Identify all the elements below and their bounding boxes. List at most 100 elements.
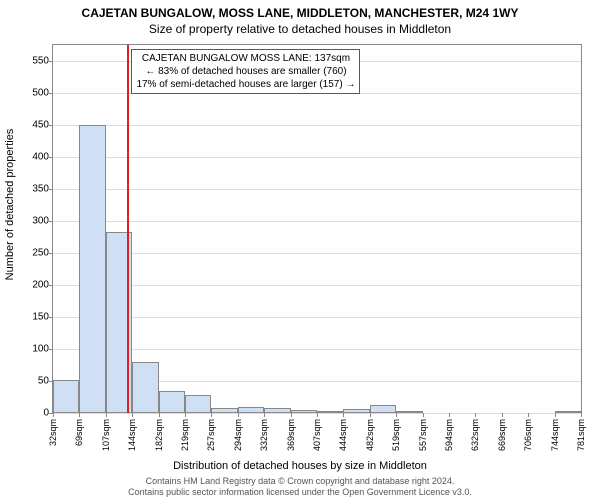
y-tick-label: 350: [32, 184, 49, 195]
histogram-bar: [132, 362, 158, 413]
y-tick-label: 300: [32, 216, 49, 227]
x-tick-mark: [502, 413, 503, 417]
x-tick-label: 594sqm: [444, 419, 454, 451]
y-tick-mark: [49, 61, 53, 62]
x-tick-label: 369sqm: [286, 419, 296, 451]
x-tick-mark: [423, 413, 424, 417]
histogram-bar: [291, 410, 317, 413]
x-tick-label: 519sqm: [391, 419, 401, 451]
x-tick-mark: [449, 413, 450, 417]
chart-subtitle: Size of property relative to detached ho…: [0, 20, 600, 36]
x-tick-label: 257sqm: [206, 419, 216, 451]
histogram-bar: [53, 380, 79, 413]
x-tick-label: 557sqm: [418, 419, 428, 451]
histogram-bar: [396, 411, 422, 413]
plot-area: 05010015020025030035040045050055032sqm69…: [52, 44, 582, 414]
x-tick-mark: [370, 413, 371, 417]
y-tick-mark: [49, 221, 53, 222]
y-tick-label: 0: [43, 408, 49, 419]
y-tick-mark: [49, 189, 53, 190]
footer-line: Contains HM Land Registry data © Crown c…: [0, 476, 600, 487]
x-tick-mark: [106, 413, 107, 417]
y-tick-mark: [49, 253, 53, 254]
y-tick-mark: [49, 317, 53, 318]
x-tick-mark: [264, 413, 265, 417]
x-tick-label: 182sqm: [154, 419, 164, 451]
y-tick-label: 200: [32, 280, 49, 291]
x-tick-mark: [528, 413, 529, 417]
histogram-bar: [238, 407, 264, 413]
annotation-box: CAJETAN BUNGALOW MOSS LANE: 137sqm ← 83%…: [131, 49, 360, 94]
x-tick-label: 332sqm: [259, 419, 269, 451]
x-tick-mark: [581, 413, 582, 417]
histogram-bar: [185, 395, 211, 413]
y-tick-mark: [49, 285, 53, 286]
x-tick-mark: [185, 413, 186, 417]
x-tick-mark: [475, 413, 476, 417]
annotation-line: ← 83% of detached houses are smaller (76…: [136, 65, 355, 78]
annotation-line: CAJETAN BUNGALOW MOSS LANE: 137sqm: [136, 52, 355, 65]
y-tick-mark: [49, 157, 53, 158]
x-tick-label: 407sqm: [312, 419, 322, 451]
x-tick-label: 706sqm: [523, 419, 533, 451]
y-tick-mark: [49, 125, 53, 126]
x-tick-mark: [211, 413, 212, 417]
y-tick-label: 450: [32, 120, 49, 131]
annotation-line: 17% of semi-detached houses are larger (…: [136, 78, 355, 91]
y-tick-mark: [49, 349, 53, 350]
chart-title: CAJETAN BUNGALOW, MOSS LANE, MIDDLETON, …: [0, 0, 600, 20]
y-tick-label: 550: [32, 56, 49, 67]
histogram-bar: [211, 408, 237, 413]
histogram-bar: [264, 408, 290, 413]
x-tick-label: 32sqm: [48, 419, 58, 446]
x-tick-mark: [159, 413, 160, 417]
x-tick-mark: [238, 413, 239, 417]
x-tick-label: 632sqm: [470, 419, 480, 451]
x-tick-label: 144sqm: [127, 419, 137, 451]
gridline: [53, 285, 581, 286]
y-axis-label: Number of detached properties: [4, 129, 16, 281]
gridline: [53, 349, 581, 350]
x-tick-mark: [53, 413, 54, 417]
x-tick-mark: [317, 413, 318, 417]
figure: CAJETAN BUNGALOW, MOSS LANE, MIDDLETON, …: [0, 0, 600, 500]
histogram-bar: [555, 411, 581, 413]
x-tick-label: 107sqm: [101, 419, 111, 451]
gridline: [53, 189, 581, 190]
x-tick-label: 482sqm: [365, 419, 375, 451]
reference-line: [127, 45, 129, 413]
x-tick-mark: [291, 413, 292, 417]
x-tick-label: 744sqm: [550, 419, 560, 451]
x-tick-label: 294sqm: [233, 419, 243, 451]
y-tick-label: 500: [32, 88, 49, 99]
histogram-bar: [159, 391, 185, 413]
histogram-bar: [343, 409, 369, 413]
gridline: [53, 157, 581, 158]
y-tick-label: 50: [38, 376, 49, 387]
gridline: [53, 125, 581, 126]
y-tick-label: 400: [32, 152, 49, 163]
gridline: [53, 221, 581, 222]
histogram-bar: [79, 125, 105, 413]
x-tick-mark: [555, 413, 556, 417]
y-tick-label: 250: [32, 248, 49, 259]
x-tick-label: 219sqm: [180, 419, 190, 451]
histogram-bar: [317, 411, 343, 413]
gridline: [53, 253, 581, 254]
x-tick-label: 781sqm: [576, 419, 586, 451]
x-axis-label: Distribution of detached houses by size …: [0, 460, 600, 472]
x-tick-mark: [79, 413, 80, 417]
y-tick-label: 100: [32, 344, 49, 355]
x-tick-mark: [396, 413, 397, 417]
footer: Contains HM Land Registry data © Crown c…: [0, 476, 600, 498]
x-tick-label: 69sqm: [74, 419, 84, 446]
x-tick-mark: [132, 413, 133, 417]
histogram-bar: [370, 405, 396, 413]
x-tick-mark: [343, 413, 344, 417]
x-tick-label: 669sqm: [497, 419, 507, 451]
gridline: [53, 317, 581, 318]
footer-line: Contains public sector information licen…: [0, 487, 600, 498]
y-tick-label: 150: [32, 312, 49, 323]
y-tick-mark: [49, 93, 53, 94]
x-tick-label: 444sqm: [338, 419, 348, 451]
